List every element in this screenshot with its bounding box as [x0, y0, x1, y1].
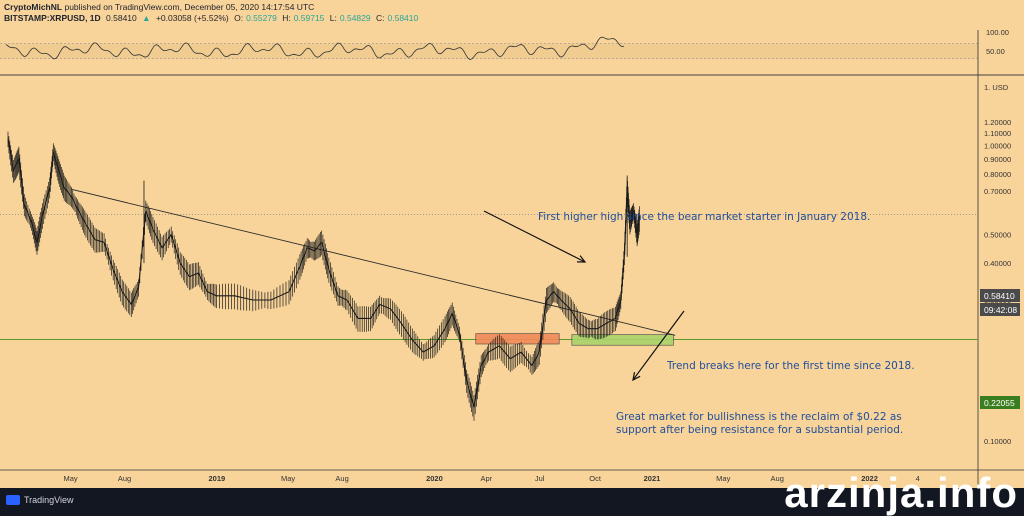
price-tick-label: 0.10000	[984, 437, 1011, 446]
tradingview-logo[interactable]: TradingView	[6, 494, 74, 506]
oscillator-tick-label: 100.00	[986, 28, 1009, 37]
price-change: +0.03058 (+5.52%)	[155, 13, 229, 23]
publish-line: CryptoMichNL published on TradingView.co…	[4, 2, 1024, 13]
low-value: 0.54829	[339, 13, 371, 23]
close-label: C:	[376, 13, 385, 23]
current-price-tag-label: 0.58410	[984, 291, 1015, 301]
price-tick-label: 0.90000	[984, 155, 1011, 164]
time-tick-label: 2022	[861, 474, 878, 483]
footer-bar	[0, 488, 1024, 511]
price-tick-label: 1.10000	[984, 129, 1011, 138]
time-tick-label: May	[716, 474, 730, 483]
price-line	[7, 139, 641, 408]
tradingview-icon	[6, 495, 20, 505]
annotations-layer: First higher high since the bear market …	[483, 210, 915, 436]
time-tick-label: Aug	[771, 474, 784, 483]
time-tick-label: 2019	[209, 474, 226, 483]
ohlc-line: BITSTAMP:XRPUSD, 1D 0.58410 ▲ +0.03058 (…	[4, 13, 1024, 24]
time-tick-label: Oct	[589, 474, 602, 483]
arrow-trend-break	[632, 310, 685, 381]
high-value: 0.59715	[293, 13, 325, 23]
price-tags: 0.58410 09:42:08 0.22055	[980, 289, 1020, 409]
last-price: 0.58410	[106, 13, 137, 23]
time-tick-label: Jul	[535, 474, 545, 483]
annotation-higher-high: First higher high since the bear market …	[538, 211, 870, 223]
symbol-label[interactable]: BITSTAMP:XRPUSD, 1D	[4, 13, 101, 23]
arrow-trend-break-head	[632, 371, 641, 382]
up-arrow-icon: ▲	[142, 13, 151, 23]
time-tick-label: 2021	[644, 474, 661, 483]
price-tick-label: 1.00000	[984, 141, 1011, 150]
site-watermark: arzinja.info	[784, 469, 1018, 516]
price-tick-label: 0.50000	[984, 230, 1011, 239]
arrow-higher-high	[483, 210, 586, 263]
green-zone-box	[571, 334, 674, 346]
time-tick-label: May	[281, 474, 295, 483]
annotation-bullish-line2: support after being resistance for a sub…	[616, 424, 903, 436]
open-label: O:	[234, 13, 244, 23]
support-price-tag-label: 0.22055	[984, 398, 1015, 408]
current-price-tag	[980, 289, 1020, 302]
author-name[interactable]: CryptoMichNL	[4, 2, 63, 12]
time-tick-label: Apr	[480, 474, 492, 483]
price-tick-label: 1.20000	[984, 118, 1011, 127]
close-value: 0.58410	[387, 13, 419, 23]
orange-zone-box	[475, 333, 560, 345]
high-label: H:	[282, 13, 291, 23]
time-tick-label: May	[63, 474, 77, 483]
unit-tick-label: 1. USD	[984, 83, 1009, 92]
countdown-tag-label: 09:42:08	[984, 305, 1017, 315]
countdown-tag	[980, 303, 1020, 316]
axis-layer: 1.20000 1.10000 1.00000 0.90000 0.80000 0.700…	[0, 30, 1024, 488]
price-tick-label: 0.80000	[984, 170, 1011, 179]
tradingview-brand: TradingView	[24, 495, 74, 505]
time-tick-label: 2020	[426, 474, 443, 483]
open-value: 0.55279	[246, 13, 277, 23]
annotation-trend-break: Trend breaks here for the first time sin…	[666, 360, 915, 372]
price-tick-label: 0.40000	[984, 259, 1011, 268]
chart-header: CryptoMichNL published on TradingView.co…	[4, 2, 1024, 32]
support-price-tag	[980, 396, 1020, 409]
low-label: L:	[329, 13, 337, 23]
annotation-bullish-line1: Great market for bullishness is the recl…	[616, 411, 902, 423]
price-chart[interactable]: 100.00 50.00 1.20000 1.10000 1.00000 0.90000…	[0, 0, 1024, 488]
price-series	[7, 131, 641, 421]
oscillator-tick-label: 50.00	[986, 47, 1005, 56]
publish-info: published on TradingView.com, December 0…	[64, 2, 315, 12]
oscillator-line	[5, 36, 625, 61]
time-tick-label: Aug	[335, 474, 348, 483]
oscillator-pane: 100.00 50.00	[0, 28, 1009, 61]
time-tick-label: 4	[916, 474, 920, 483]
time-tick-label: Aug	[118, 474, 131, 483]
oscillator-band	[0, 43, 978, 59]
arrow-higher-high-head	[576, 255, 587, 263]
price-tick-label: 0.70000	[984, 187, 1011, 196]
